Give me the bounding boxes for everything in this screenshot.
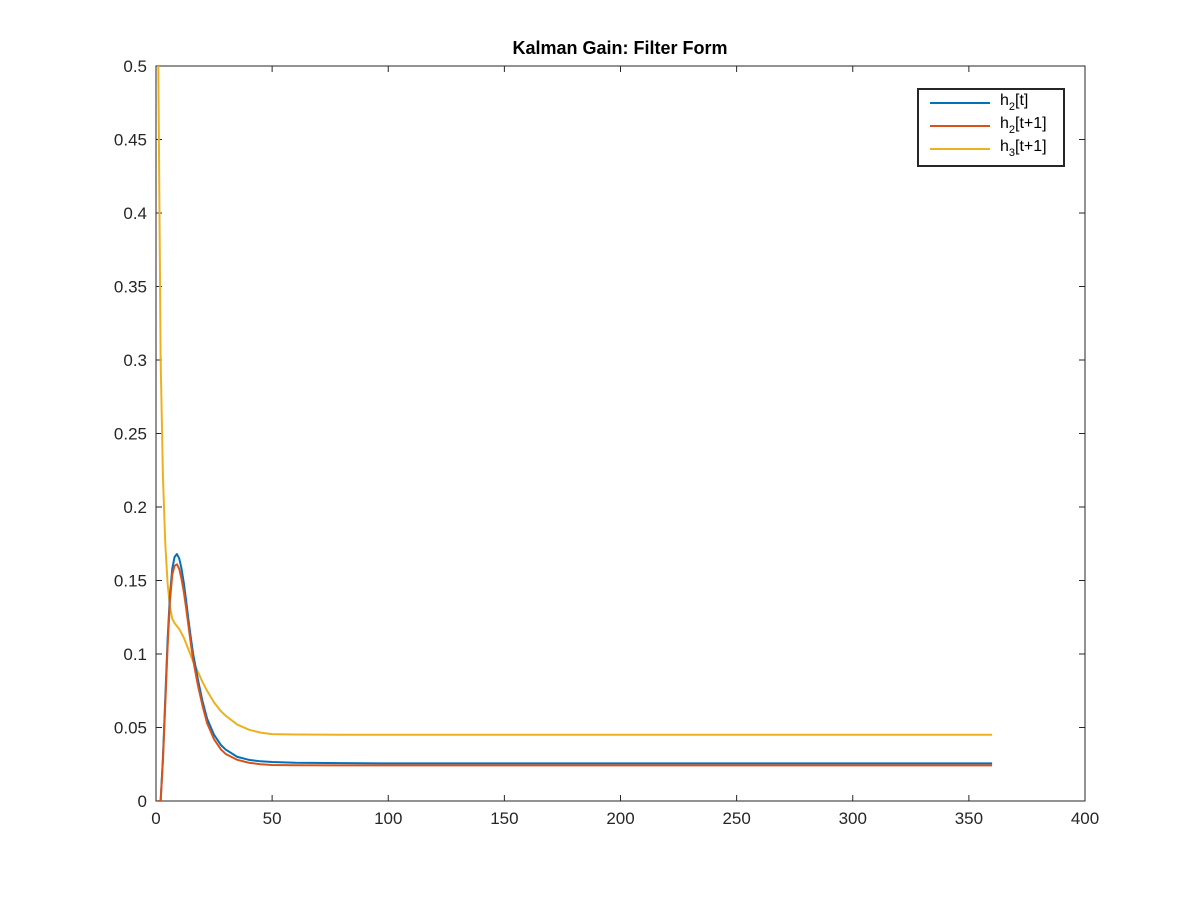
plot-area-box — [155, 65, 1086, 802]
legend-label-2: h2[t+1] — [1000, 115, 1047, 136]
axes: 0 50 100 150 200 250 300 350 400 0 0.05 0.1 0.15 0.2 0… — [114, 57, 1099, 828]
x-tick-label: 50 — [263, 809, 282, 828]
x-tick-label: 100 — [374, 809, 402, 828]
series-line-3 — [157, 66, 993, 736]
series-layer — [157, 66, 993, 801]
y-tick-label: 0.35 — [114, 278, 147, 297]
x-tick-label: 350 — [955, 809, 983, 828]
legend-box — [917, 88, 1065, 167]
y-tick-label: 0 — [138, 792, 147, 811]
x-tick-label: 0 — [151, 809, 160, 828]
x-tick-label: 150 — [490, 809, 518, 828]
x-tick-label: 200 — [606, 809, 634, 828]
y-tick-label: 0.1 — [123, 645, 147, 664]
y-tick-label: 0.05 — [114, 719, 147, 738]
y-tick-label: 0.2 — [123, 498, 147, 517]
chart-title: Kalman Gain: Filter Form — [512, 38, 727, 58]
legend-label-3: h3[t+1] — [1000, 138, 1047, 159]
legend: h2[t]h2[t+1]h3[t+1] — [917, 88, 1065, 167]
legend-label-1: h2[t] — [1000, 92, 1028, 113]
x-tick-label: 250 — [722, 809, 750, 828]
y-tick-label: 0.4 — [123, 204, 147, 223]
y-tick-label: 0.3 — [123, 351, 147, 370]
x-tick-label: 400 — [1071, 809, 1099, 828]
y-tick-label: 0.15 — [114, 572, 147, 591]
series-line-2 — [158, 563, 993, 801]
x-tick-label: 300 — [839, 809, 867, 828]
y-tick-label: 0.5 — [123, 57, 147, 76]
y-tick-label: 0.45 — [114, 131, 147, 150]
y-tick-label: 0.25 — [114, 425, 147, 444]
